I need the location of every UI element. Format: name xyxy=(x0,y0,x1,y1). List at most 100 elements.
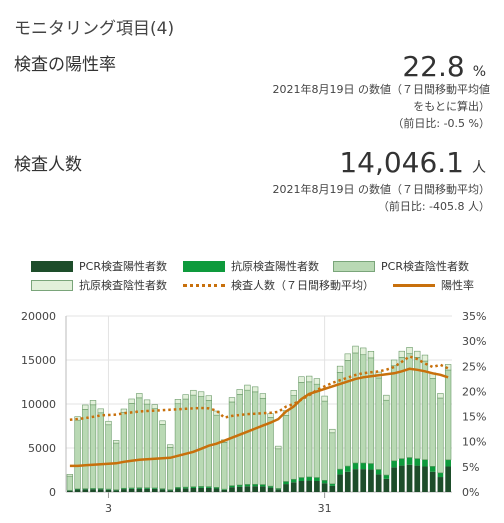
bar-antigen-negative xyxy=(344,353,351,361)
bar-pcr-negative xyxy=(205,400,212,487)
bar-pcr-negative xyxy=(375,377,382,470)
bar-antigen-positive xyxy=(236,484,243,487)
legend-tests-avg[interactable]: 検査人数（７日間移動平均） xyxy=(183,277,374,293)
legend-label-antigen-negative: 抗原検査陰性者数 xyxy=(79,279,167,292)
bar-antigen-negative xyxy=(414,350,421,358)
positivity-unit: % xyxy=(472,64,486,80)
bar-antigen-negative xyxy=(298,376,305,383)
y-right-tick-label: 10% xyxy=(462,436,486,449)
bar-antigen-positive xyxy=(360,462,367,470)
bar-pcr-negative xyxy=(360,354,367,464)
bar-antigen-negative xyxy=(406,347,413,354)
bar-antigen-negative xyxy=(213,410,220,416)
bar-pcr-negative xyxy=(429,378,436,467)
bar-antigen-positive xyxy=(290,479,297,483)
bar-pcr-negative xyxy=(282,415,290,482)
bar-antigen-positive xyxy=(267,486,274,488)
bar-antigen-negative xyxy=(97,408,104,414)
bar-antigen-positive xyxy=(221,489,228,490)
positivity-value: 22.8 xyxy=(402,50,465,83)
bar-pcr-negative xyxy=(159,424,166,489)
bar-antigen-negative xyxy=(113,440,120,444)
bar-antigen-positive xyxy=(298,477,305,481)
bar-antigen-negative xyxy=(383,394,390,401)
bar-antigen-positive xyxy=(74,488,81,490)
bar-pcr-negative xyxy=(128,403,135,489)
bar-pcr-positive xyxy=(422,466,428,492)
bar-pcr-negative xyxy=(437,397,444,474)
bar-antigen-negative xyxy=(89,400,97,406)
bar-antigen-positive xyxy=(445,459,451,467)
bar-pcr-positive xyxy=(298,481,305,492)
bar-pcr-negative xyxy=(421,360,429,460)
bar-pcr-positive xyxy=(252,486,258,492)
bar-antigen-positive xyxy=(97,488,104,490)
y-right-tick-label: 0% xyxy=(462,486,479,499)
legend-antigen-positive[interactable]: 抗原検査陽性者数 xyxy=(183,258,319,274)
positivity-value-group: 22.8 % xyxy=(402,50,486,83)
bar-antigen-positive xyxy=(437,472,444,478)
bar-antigen-negative xyxy=(128,398,135,404)
bar-antigen-positive xyxy=(260,484,266,487)
bar-antigen-positive xyxy=(167,489,174,491)
bar-antigen-positive xyxy=(344,466,351,472)
bar-pcr-negative xyxy=(228,401,236,486)
positivity-rate-line xyxy=(69,367,449,468)
bar-antigen-positive xyxy=(414,458,421,466)
bar-pcr-negative xyxy=(329,432,336,485)
bar-pcr-positive xyxy=(175,488,181,492)
bar-pcr-positive xyxy=(190,487,197,492)
bar-pcr-negative xyxy=(66,475,74,491)
positivity-note-line1: 2021年8月19日 の数値（７日間移動平均値 xyxy=(272,83,491,96)
bar-pcr-positive xyxy=(236,486,243,492)
bar-pcr-positive xyxy=(151,488,158,492)
bar-pcr-positive xyxy=(375,474,382,492)
bar-antigen-positive xyxy=(244,484,251,487)
legend-antigen-negative[interactable]: 抗原検査陰性者数 xyxy=(31,277,167,293)
bar-pcr-positive xyxy=(144,488,150,492)
tests-unit: 人 xyxy=(472,160,486,176)
bar-antigen-negative xyxy=(352,345,359,354)
bar-antigen-negative xyxy=(275,445,282,450)
bar-pcr-negative xyxy=(367,357,375,464)
bar-antigen-positive xyxy=(352,462,359,470)
legend-label-pcr-positive: PCR検査陽性者数 xyxy=(79,260,167,273)
bar-pcr-negative xyxy=(336,372,344,470)
bar-antigen-negative xyxy=(313,378,321,385)
bar-pcr-positive xyxy=(398,465,405,492)
bar-antigen-negative xyxy=(267,413,274,418)
bar-pcr-positive xyxy=(329,485,336,492)
bar-pcr-positive xyxy=(321,483,328,492)
bar-pcr-positive xyxy=(306,480,313,492)
bar-antigen-positive xyxy=(190,486,197,488)
bar-antigen-negative xyxy=(197,391,205,397)
bar-pcr-negative xyxy=(197,396,205,487)
legend-swatch-positivity xyxy=(393,283,435,287)
legend-label-pcr-negative: PCR検査陰性者数 xyxy=(381,260,469,273)
bar-pcr-positive xyxy=(267,487,274,492)
tests-note-line1: 2021年8月19日 の数値（７日間移動平均） xyxy=(272,183,491,196)
bar-antigen-negative xyxy=(244,384,251,391)
tests-moving-average-line xyxy=(69,355,449,422)
bar-antigen-negative xyxy=(143,399,151,405)
legend-pcr-negative[interactable]: PCR検査陰性者数 xyxy=(333,258,469,274)
y-right-tick-label: 25% xyxy=(462,360,486,373)
legend-swatch-pcr-positive xyxy=(31,260,73,272)
legend-positivity[interactable]: 陽性率 xyxy=(393,277,474,293)
bar-antigen-negative xyxy=(205,395,212,401)
bar-antigen-negative xyxy=(190,389,197,396)
bar-antigen-negative xyxy=(390,359,398,367)
legend-pcr-positive[interactable]: PCR検査陽性者数 xyxy=(31,258,167,274)
bar-pcr-positive xyxy=(128,488,135,492)
tests-value: 14,046.1 xyxy=(339,146,464,179)
bar-antigen-positive xyxy=(422,459,428,467)
bar-antigen-positive xyxy=(337,469,343,475)
y-right-tick-label: 30% xyxy=(462,335,486,348)
bar-antigen-positive xyxy=(90,488,96,490)
bar-pcr-positive xyxy=(260,486,266,492)
bar-pcr-negative xyxy=(244,389,251,485)
legend-swatch-antigen-negative xyxy=(31,279,73,291)
bar-antigen-positive xyxy=(182,487,189,489)
bar-pcr-positive xyxy=(136,488,143,492)
bar-pcr-positive xyxy=(97,489,104,492)
